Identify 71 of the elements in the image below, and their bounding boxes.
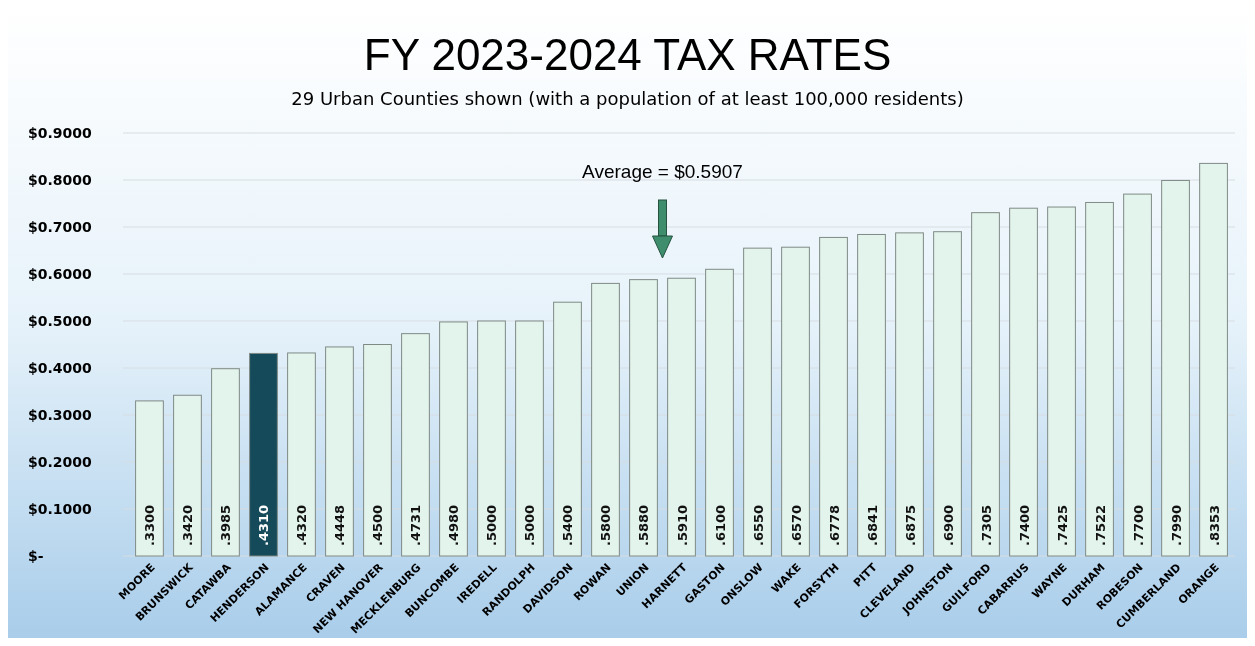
data-label: .4500 — [370, 504, 386, 546]
data-label: .6900 — [940, 504, 956, 546]
data-label: .6100 — [712, 504, 728, 546]
bar — [477, 320, 506, 557]
data-label: .5000 — [484, 504, 500, 546]
bar — [1009, 207, 1038, 557]
bar — [1085, 201, 1114, 557]
data-label: .7305 — [978, 504, 994, 546]
data-label: .7400 — [1016, 504, 1032, 546]
data-label: .5000 — [522, 504, 538, 546]
y-tick-label: $0.3000 — [28, 407, 93, 423]
bar — [1123, 193, 1152, 557]
bar — [1047, 206, 1076, 557]
data-label: .5880 — [636, 504, 652, 546]
y-tick-label: $0.2000 — [28, 454, 93, 470]
bar — [971, 212, 1000, 557]
bar — [591, 282, 620, 557]
data-label: .5400 — [560, 504, 576, 546]
data-label: .6570 — [788, 504, 804, 546]
data-label: .3420 — [180, 504, 196, 546]
y-tick-label: $0.1000 — [28, 501, 93, 517]
bar — [667, 277, 696, 557]
y-tick-label: $- — [28, 548, 44, 564]
annotation: Average = $0.5907 — [582, 161, 743, 182]
y-tick-label: $0.5000 — [28, 313, 93, 329]
bar — [211, 368, 240, 557]
data-label: .6875 — [902, 504, 918, 546]
bar — [1199, 162, 1228, 557]
bar — [135, 400, 164, 557]
bar — [629, 279, 658, 557]
y-tick-label: $0.4000 — [28, 360, 93, 376]
data-label: .6550 — [750, 504, 766, 546]
bar — [173, 394, 202, 557]
data-label: .4980 — [446, 504, 462, 546]
data-label: .7425 — [1054, 504, 1070, 546]
bar — [895, 232, 924, 557]
bar — [781, 246, 810, 557]
bar — [249, 352, 278, 557]
y-tick-label: $0.7000 — [28, 219, 93, 235]
bar — [819, 236, 848, 557]
bar — [743, 247, 772, 557]
chart-title: FY 2023-2024 TAX RATES — [363, 30, 892, 79]
y-tick-label: $0.6000 — [28, 266, 93, 282]
bar — [439, 321, 468, 557]
data-label: .7700 — [1130, 504, 1146, 546]
data-label: .7990 — [1168, 504, 1184, 546]
data-label: .3300 — [142, 504, 158, 546]
data-label: .3985 — [218, 504, 234, 546]
data-label: .5800 — [598, 504, 614, 546]
bar — [363, 344, 392, 557]
data-label: .4448 — [332, 504, 348, 546]
data-label: .5910 — [674, 504, 690, 546]
bar — [705, 268, 734, 557]
data-label: .4731 — [408, 504, 424, 546]
data-label: .8353 — [1206, 504, 1222, 546]
y-tick-label: $0.8000 — [28, 172, 93, 188]
bar — [553, 301, 582, 557]
bar — [515, 320, 544, 557]
data-label: .7522 — [1092, 504, 1108, 546]
data-label: .4310 — [256, 504, 272, 546]
bar — [325, 346, 354, 557]
bar — [1161, 179, 1190, 557]
y-tick-label: $0.9000 — [28, 125, 93, 141]
data-label: .4320 — [294, 504, 310, 546]
bar — [401, 333, 430, 557]
bar — [933, 231, 962, 557]
data-label: .6778 — [826, 504, 842, 546]
chart-subtitle: 29 Urban Counties shown (with a population of at least 100,000 residents) — [291, 88, 964, 109]
bar — [287, 352, 316, 557]
bar — [857, 233, 886, 557]
data-label: .6841 — [864, 504, 880, 546]
